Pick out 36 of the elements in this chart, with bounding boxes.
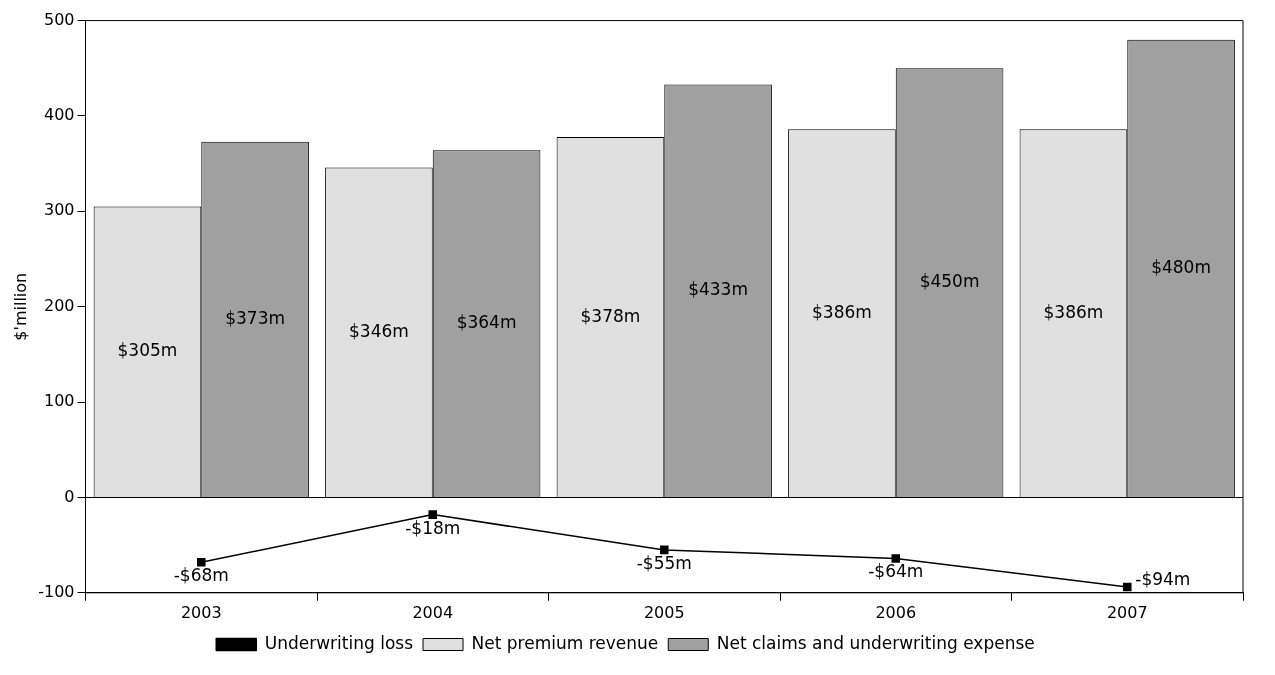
data-label: -$94m [1135,569,1191,590]
data-label: $305m [117,340,178,361]
point [428,510,438,519]
data-label: $480m [1151,256,1211,277]
data-label: $373m [225,308,285,328]
y-tick-label: 200 [43,295,75,315]
y-axis-title: $'million [10,272,30,341]
x-tick-label: 2003 [180,602,222,622]
data-label: $364m [456,312,517,333]
y-tick-label: 400 [43,105,75,125]
data-label: -$68m [173,565,229,586]
legend-label: Underwriting loss [264,632,414,653]
data-label: $378m [580,305,641,326]
data-label: $346m [349,320,409,341]
legend-label: Net premium revenue [471,632,659,653]
point [1122,582,1132,592]
x-tick-label: 2004 [412,602,454,622]
data-label: $386m [1043,301,1104,322]
y-tick-label: 100 [43,391,75,411]
y-tick-label: 0 [64,486,75,506]
legend-label: Net claims and underwriting expense [716,632,1035,653]
y-tick-label: -100 [38,581,75,601]
y-tick-label: 500 [43,9,75,29]
point [659,545,669,555]
data-label: $386m [812,301,872,322]
point [196,558,206,567]
data-label: -$18m [405,517,461,538]
x-tick-label: 2005 [643,602,685,622]
point [891,554,901,563]
data-label: -$64m [868,561,924,582]
x-tick-label: 2006 [875,602,917,622]
y-tick-label: 300 [43,200,75,220]
data-label: -$55m [636,552,692,573]
x-tick-label: 2007 [1106,602,1148,622]
data-label: $450m [919,271,980,292]
data-label: $433m [688,279,748,300]
